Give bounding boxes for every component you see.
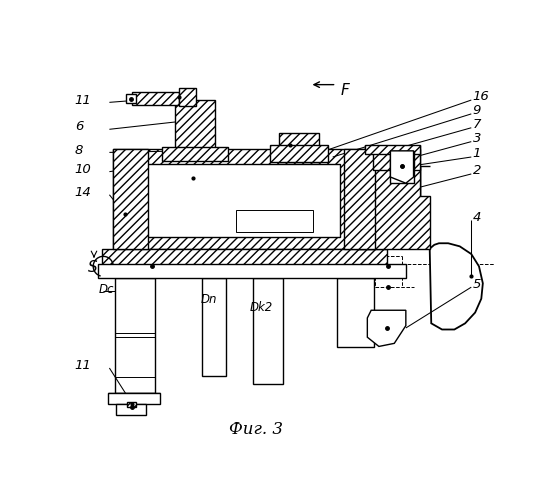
Polygon shape — [368, 310, 406, 346]
Text: 1: 1 — [473, 148, 481, 160]
Text: S: S — [88, 260, 97, 275]
Bar — [279, 133, 319, 162]
Bar — [113, 148, 375, 248]
Text: 5: 5 — [473, 278, 481, 290]
Text: F: F — [340, 83, 349, 98]
Text: 2: 2 — [473, 164, 481, 177]
Bar — [390, 151, 414, 183]
Bar — [254, 278, 282, 384]
Bar — [365, 144, 420, 154]
Text: 10: 10 — [75, 163, 92, 176]
Bar — [270, 144, 328, 162]
Text: Dn: Dn — [200, 294, 217, 306]
Bar — [132, 92, 178, 104]
Bar — [365, 166, 420, 196]
Bar — [116, 404, 146, 415]
Bar — [126, 94, 136, 103]
Bar — [202, 278, 226, 376]
Bar — [373, 148, 420, 170]
Text: 16: 16 — [473, 90, 490, 104]
Bar — [102, 248, 386, 266]
Text: 7: 7 — [473, 118, 481, 131]
Text: Dk2: Dk2 — [250, 301, 273, 314]
Bar — [162, 147, 228, 161]
Bar — [127, 402, 136, 406]
Text: 6: 6 — [75, 120, 83, 134]
Text: 9: 9 — [473, 104, 481, 118]
Polygon shape — [356, 166, 430, 248]
Text: 8: 8 — [75, 144, 83, 156]
Bar — [113, 148, 148, 248]
Text: Фиг. 3: Фиг. 3 — [229, 421, 282, 438]
Bar — [144, 164, 340, 237]
Bar — [236, 210, 314, 232]
Text: 11: 11 — [75, 94, 92, 106]
Text: 3: 3 — [473, 132, 481, 145]
Bar — [108, 394, 160, 404]
Text: Dc: Dc — [98, 282, 114, 296]
Bar — [115, 278, 155, 394]
Bar — [336, 278, 374, 347]
Polygon shape — [430, 244, 483, 330]
Bar — [98, 264, 406, 278]
Text: 11: 11 — [75, 359, 92, 372]
Text: 4: 4 — [473, 212, 481, 224]
Bar — [175, 100, 215, 150]
Bar — [344, 148, 375, 248]
Bar — [178, 88, 196, 106]
Text: 14: 14 — [75, 186, 92, 199]
Polygon shape — [390, 151, 414, 183]
